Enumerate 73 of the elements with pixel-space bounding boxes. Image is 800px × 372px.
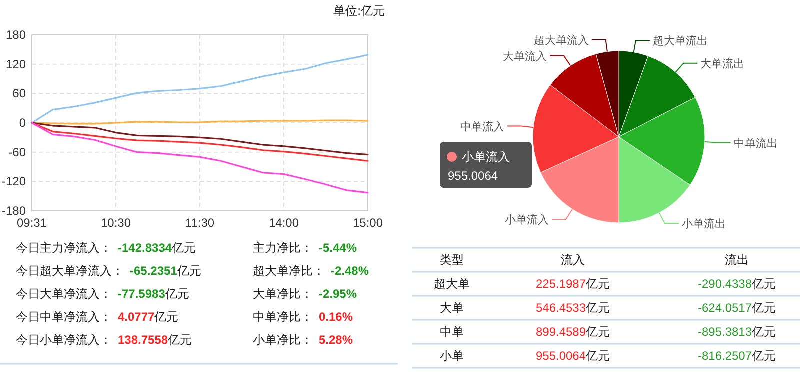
- slice-label: 小单流入: [505, 213, 550, 226]
- text: 亿元: [585, 301, 610, 315]
- slice-label: 超大单流出: [652, 34, 708, 48]
- text: 0.16%: [319, 310, 354, 324]
- text: 流出: [725, 253, 749, 267]
- slice-label: 超大单流入: [534, 34, 589, 47]
- text: 955.0064: [536, 349, 586, 363]
- text: 4.0777: [118, 310, 156, 324]
- text: -5.44%: [319, 241, 358, 255]
- text: -65.2351: [130, 264, 178, 278]
- text: 主力净比：: [253, 241, 313, 255]
- text: 138.7558: [118, 333, 168, 347]
- text: 大单净比：: [253, 287, 313, 301]
- text: 899.4589: [536, 325, 586, 339]
- text: 流入: [561, 253, 585, 267]
- text: 超大单净比：: [253, 264, 325, 278]
- x-tick-label: 11:30: [185, 216, 215, 230]
- text: 小单: [440, 349, 464, 363]
- slice-label: 小单流出: [682, 218, 726, 231]
- text: 亿元: [154, 310, 179, 324]
- x-tick-label: 15:00: [352, 216, 384, 230]
- slice-label: 中单流入: [460, 120, 505, 134]
- text: -816.2507: [698, 349, 752, 363]
- text: 中单净比：: [253, 310, 313, 324]
- text: 546.4533: [536, 301, 586, 315]
- text: -2.48%: [331, 264, 370, 278]
- y-tick-label: -60: [8, 145, 26, 160]
- y-tick-label: -120: [2, 174, 26, 189]
- data-label: 955.0064: [448, 169, 498, 183]
- text: 大单: [440, 301, 464, 315]
- line-series: [31, 122, 369, 194]
- text: -624.0517: [698, 301, 752, 315]
- text: 亿元: [585, 349, 610, 363]
- text: 亿元: [751, 277, 776, 291]
- x-tick-label: 09:31: [16, 216, 48, 230]
- text: -142.8334: [118, 241, 172, 255]
- text: 今日超大单净流入：: [16, 264, 124, 278]
- text: 今日小单净流入：: [16, 333, 112, 347]
- text: 中单: [440, 325, 464, 339]
- y-tick-label: 180: [6, 28, 26, 42]
- text: -895.3813: [698, 325, 752, 339]
- text: 类型: [440, 253, 464, 267]
- text: 今日中单净流入：: [16, 310, 112, 324]
- line-series: [31, 54, 369, 124]
- slice-label: 大单流出: [700, 57, 745, 70]
- legend-label: 小单流入: [462, 150, 510, 164]
- text: 亿元: [167, 333, 192, 347]
- text: 今日大单净流入：: [16, 287, 112, 301]
- y-tick-label: 0: [19, 116, 26, 130]
- text: 亿元: [751, 349, 776, 363]
- text: 5.28%: [319, 333, 354, 347]
- slice-label: 大单流入: [502, 50, 547, 63]
- y-tick-label: 60: [12, 86, 26, 101]
- y-tick-label: -180: [2, 204, 26, 218]
- x-tick-label: 14:00: [268, 216, 300, 230]
- text: 225.1987: [536, 277, 586, 291]
- text: 亿元: [171, 241, 196, 255]
- text: 亿元: [176, 264, 202, 278]
- text: 今日主力净流入：: [16, 241, 112, 255]
- text: 亿元: [164, 287, 190, 301]
- y-tick-label: 120: [6, 57, 26, 72]
- text: -2.95%: [319, 287, 358, 301]
- text: 小单净比：: [253, 333, 313, 347]
- text: -77.5983: [118, 287, 166, 301]
- text: 超大单: [434, 277, 470, 291]
- text: -290.4338: [698, 277, 752, 291]
- text: 亿元: [751, 301, 776, 315]
- x-tick-label: 10:30: [100, 216, 132, 230]
- chart-subtitle: 单位:亿元: [334, 4, 385, 18]
- text: 亿元: [751, 325, 776, 339]
- slice-label: 中单流出: [734, 136, 778, 150]
- text: 亿元: [585, 277, 610, 291]
- text: 亿元: [585, 325, 610, 339]
